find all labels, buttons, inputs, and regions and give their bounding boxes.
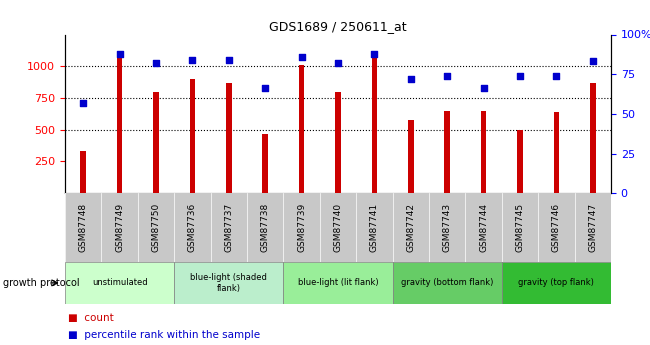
Point bbox=[515, 73, 525, 79]
Text: GSM87740: GSM87740 bbox=[333, 203, 343, 252]
Text: GSM87736: GSM87736 bbox=[188, 203, 197, 252]
Bar bbox=[299, 65, 304, 193]
Bar bbox=[283, 262, 393, 304]
Bar bbox=[335, 92, 341, 193]
Bar bbox=[372, 51, 377, 193]
Bar bbox=[481, 111, 486, 193]
Point bbox=[442, 73, 452, 79]
Text: GSM87737: GSM87737 bbox=[224, 203, 233, 252]
Bar bbox=[153, 92, 159, 193]
Text: GSM87747: GSM87747 bbox=[588, 203, 597, 252]
Text: GSM87742: GSM87742 bbox=[406, 203, 415, 252]
Bar bbox=[226, 83, 231, 193]
Bar bbox=[590, 83, 595, 193]
Point bbox=[333, 60, 343, 66]
Bar bbox=[174, 262, 283, 304]
Text: GSM87749: GSM87749 bbox=[115, 203, 124, 252]
Text: GSM87745: GSM87745 bbox=[515, 203, 525, 252]
Point bbox=[406, 76, 416, 82]
Bar bbox=[408, 120, 413, 193]
Text: GSM87748: GSM87748 bbox=[79, 203, 88, 252]
Title: GDS1689 / 250611_at: GDS1689 / 250611_at bbox=[269, 20, 407, 33]
Text: blue-light (lit flank): blue-light (lit flank) bbox=[298, 278, 378, 287]
Point bbox=[588, 59, 598, 64]
Point bbox=[369, 51, 380, 56]
Bar bbox=[445, 111, 450, 193]
Text: GSM87741: GSM87741 bbox=[370, 203, 379, 252]
Bar bbox=[117, 53, 122, 193]
Point bbox=[260, 86, 270, 91]
Text: ■  count: ■ count bbox=[68, 313, 114, 323]
Bar bbox=[517, 130, 523, 193]
Text: GSM87739: GSM87739 bbox=[297, 203, 306, 252]
Text: unstimulated: unstimulated bbox=[92, 278, 148, 287]
Point bbox=[187, 57, 198, 63]
Point bbox=[224, 57, 234, 63]
Bar bbox=[393, 262, 502, 304]
Text: GSM87746: GSM87746 bbox=[552, 203, 561, 252]
Text: growth protocol: growth protocol bbox=[3, 278, 80, 288]
Point bbox=[78, 100, 88, 106]
Text: GSM87743: GSM87743 bbox=[443, 203, 452, 252]
Text: ■  percentile rank within the sample: ■ percentile rank within the sample bbox=[68, 330, 261, 339]
Bar bbox=[81, 151, 86, 193]
Bar bbox=[502, 262, 611, 304]
Point bbox=[296, 54, 307, 59]
Text: GSM87744: GSM87744 bbox=[479, 203, 488, 252]
Point bbox=[114, 51, 125, 56]
Bar bbox=[65, 262, 174, 304]
Point bbox=[551, 73, 562, 79]
Bar bbox=[263, 134, 268, 193]
Text: GSM87738: GSM87738 bbox=[261, 203, 270, 252]
Text: gravity (top flank): gravity (top flank) bbox=[519, 278, 594, 287]
Text: gravity (bottom flank): gravity (bottom flank) bbox=[401, 278, 493, 287]
Bar bbox=[190, 79, 195, 193]
Text: blue-light (shaded
flank): blue-light (shaded flank) bbox=[190, 273, 267, 293]
Bar bbox=[554, 112, 559, 193]
Text: GSM87750: GSM87750 bbox=[151, 203, 161, 252]
Point bbox=[478, 86, 489, 91]
Point bbox=[151, 60, 161, 66]
